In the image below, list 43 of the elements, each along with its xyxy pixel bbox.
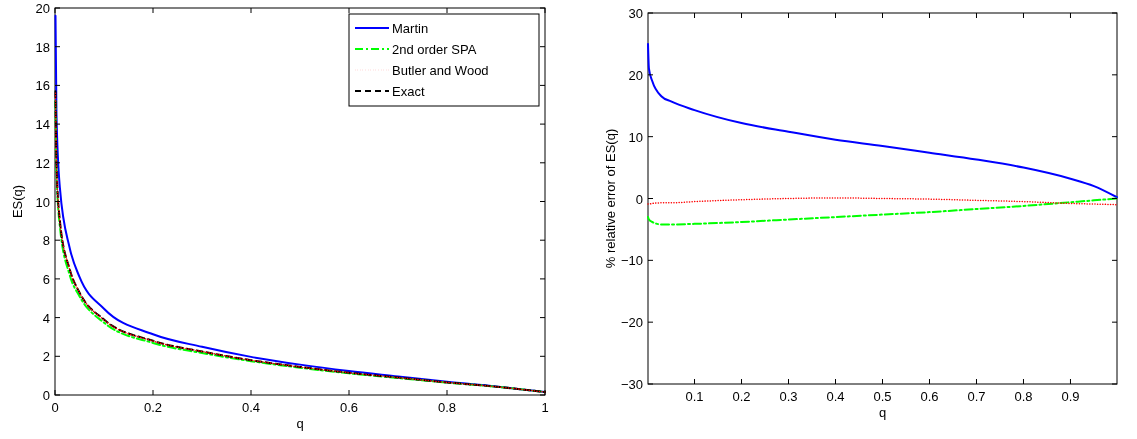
x-tick-label: 0.9: [1061, 389, 1080, 404]
y-tick-label: −10: [620, 253, 643, 269]
x-tick-label: 0.3: [779, 389, 798, 404]
x-tick-label: 0.4: [241, 400, 261, 415]
y-tick-label: 12: [35, 155, 50, 171]
line-series: [647, 42, 1118, 199]
legend-label: Martin: [392, 21, 429, 36]
x-tick-label: 0.8: [1014, 389, 1033, 404]
x-tick-label: 1: [541, 400, 549, 415]
y-tick-label: 2: [42, 349, 50, 365]
x-axis-title: q: [878, 405, 887, 420]
x-tick-label: 0.6: [339, 400, 359, 415]
x-axis-title: q: [296, 416, 304, 431]
x-tick-label: 0.4: [826, 389, 845, 404]
y-tick-label: 16: [35, 78, 50, 94]
legend-label: 2nd order SPA: [392, 42, 477, 57]
y-tick-label: 20: [35, 1, 50, 16]
legend-label: Butler and Wood: [392, 63, 489, 78]
y-tick-label: 20: [628, 67, 643, 83]
y-tick-label: 8: [42, 233, 50, 249]
x-tick-label: 0.2: [732, 389, 751, 404]
x-tick-label: 0.8: [437, 400, 457, 415]
x-tick-label: 0.1: [685, 389, 704, 404]
y-tick-label: 0: [635, 191, 643, 207]
y-tick-label: 30: [628, 6, 643, 21]
y-tick-label: 10: [628, 129, 643, 145]
y-tick-label: −30: [620, 377, 643, 392]
line-series: [647, 197, 1118, 206]
line-series: [647, 197, 1118, 226]
legend-label: Exact: [392, 84, 425, 99]
y-tick-label: 10: [35, 194, 50, 210]
y-axis-title: % relative error of ES(q): [603, 128, 618, 269]
x-tick-label: 0.6: [920, 389, 939, 404]
y-tick-label: 4: [42, 310, 50, 326]
y-tick-label: 18: [35, 39, 50, 55]
line-series: [54, 14, 546, 394]
y-tick-label: 14: [35, 117, 50, 133]
x-tick-label: 0.2: [143, 400, 163, 415]
y-axis-title: ES(q): [10, 184, 25, 219]
y-tick-label: −20: [620, 315, 643, 331]
x-tick-label: 0.7: [967, 389, 986, 404]
x-tick-label: 0.5: [873, 389, 892, 404]
y-tick-label: 6: [42, 271, 50, 287]
